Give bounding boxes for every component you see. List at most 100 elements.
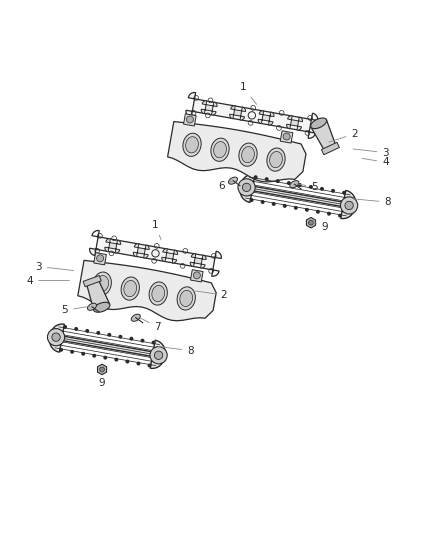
Circle shape: [125, 360, 129, 364]
Polygon shape: [311, 118, 327, 128]
Ellipse shape: [88, 303, 96, 310]
Text: 4: 4: [26, 276, 70, 286]
Circle shape: [107, 333, 111, 337]
Ellipse shape: [290, 181, 299, 188]
Ellipse shape: [229, 177, 237, 184]
Polygon shape: [105, 239, 121, 253]
Polygon shape: [177, 287, 195, 310]
Text: 8: 8: [158, 345, 194, 356]
Circle shape: [294, 206, 298, 210]
Circle shape: [130, 337, 134, 341]
Polygon shape: [190, 254, 206, 268]
Circle shape: [305, 208, 309, 212]
Polygon shape: [94, 302, 110, 312]
Polygon shape: [270, 151, 283, 168]
Polygon shape: [214, 142, 226, 158]
Polygon shape: [168, 122, 306, 182]
Circle shape: [342, 191, 346, 195]
Polygon shape: [83, 276, 101, 287]
Polygon shape: [86, 278, 110, 310]
Circle shape: [74, 327, 78, 331]
Polygon shape: [183, 133, 201, 156]
Polygon shape: [186, 93, 318, 138]
Circle shape: [331, 189, 335, 193]
Polygon shape: [93, 272, 111, 295]
Circle shape: [193, 272, 200, 279]
Text: 6: 6: [218, 181, 232, 191]
Circle shape: [96, 331, 100, 335]
Circle shape: [137, 361, 141, 366]
Polygon shape: [90, 230, 221, 276]
Polygon shape: [94, 253, 106, 265]
Polygon shape: [267, 148, 285, 171]
Circle shape: [154, 351, 163, 359]
Circle shape: [59, 348, 63, 352]
Ellipse shape: [131, 314, 140, 321]
Polygon shape: [180, 290, 193, 306]
Polygon shape: [133, 244, 149, 258]
Polygon shape: [191, 270, 203, 282]
Circle shape: [254, 175, 258, 179]
Circle shape: [100, 367, 104, 372]
Circle shape: [148, 364, 152, 367]
Polygon shape: [286, 116, 303, 130]
Text: 3: 3: [353, 148, 389, 158]
Polygon shape: [78, 261, 216, 321]
Text: 5: 5: [61, 305, 89, 316]
Circle shape: [152, 341, 155, 344]
Text: 2: 2: [195, 290, 227, 300]
Circle shape: [150, 346, 167, 364]
Polygon shape: [201, 101, 217, 115]
Circle shape: [52, 333, 60, 341]
Polygon shape: [321, 142, 339, 155]
Polygon shape: [152, 285, 165, 302]
Polygon shape: [311, 120, 336, 152]
Circle shape: [63, 325, 67, 329]
Circle shape: [85, 329, 89, 333]
Circle shape: [250, 198, 254, 202]
Circle shape: [340, 197, 358, 214]
Circle shape: [287, 181, 291, 185]
Text: 1: 1: [240, 82, 257, 104]
Circle shape: [242, 183, 251, 191]
Circle shape: [265, 177, 268, 181]
Polygon shape: [240, 174, 356, 219]
Circle shape: [316, 210, 320, 214]
Circle shape: [345, 201, 353, 209]
Text: 8: 8: [353, 197, 391, 207]
Text: 1: 1: [152, 220, 161, 240]
Circle shape: [103, 356, 107, 360]
Polygon shape: [258, 111, 274, 125]
Polygon shape: [124, 280, 137, 297]
Polygon shape: [49, 324, 165, 368]
Polygon shape: [186, 136, 198, 153]
Circle shape: [272, 202, 276, 206]
Circle shape: [320, 187, 324, 191]
Circle shape: [298, 183, 302, 187]
Circle shape: [283, 133, 290, 140]
Text: 2: 2: [329, 129, 358, 142]
Circle shape: [261, 200, 265, 204]
Circle shape: [309, 220, 313, 225]
Polygon shape: [242, 147, 254, 163]
Circle shape: [81, 352, 85, 356]
Circle shape: [70, 350, 74, 354]
Text: 9: 9: [99, 371, 106, 389]
Polygon shape: [96, 276, 109, 292]
Polygon shape: [230, 106, 246, 120]
Circle shape: [309, 185, 313, 189]
Polygon shape: [149, 282, 167, 305]
Text: 9: 9: [314, 222, 328, 232]
Circle shape: [187, 116, 194, 123]
Polygon shape: [162, 249, 178, 263]
Text: 5: 5: [297, 182, 318, 192]
Circle shape: [238, 179, 255, 196]
Polygon shape: [98, 364, 106, 375]
Circle shape: [92, 354, 96, 358]
Circle shape: [327, 212, 331, 216]
Polygon shape: [121, 277, 139, 300]
Circle shape: [118, 335, 122, 338]
Text: 7: 7: [141, 318, 161, 332]
Text: 4: 4: [362, 157, 389, 167]
Circle shape: [338, 214, 342, 217]
